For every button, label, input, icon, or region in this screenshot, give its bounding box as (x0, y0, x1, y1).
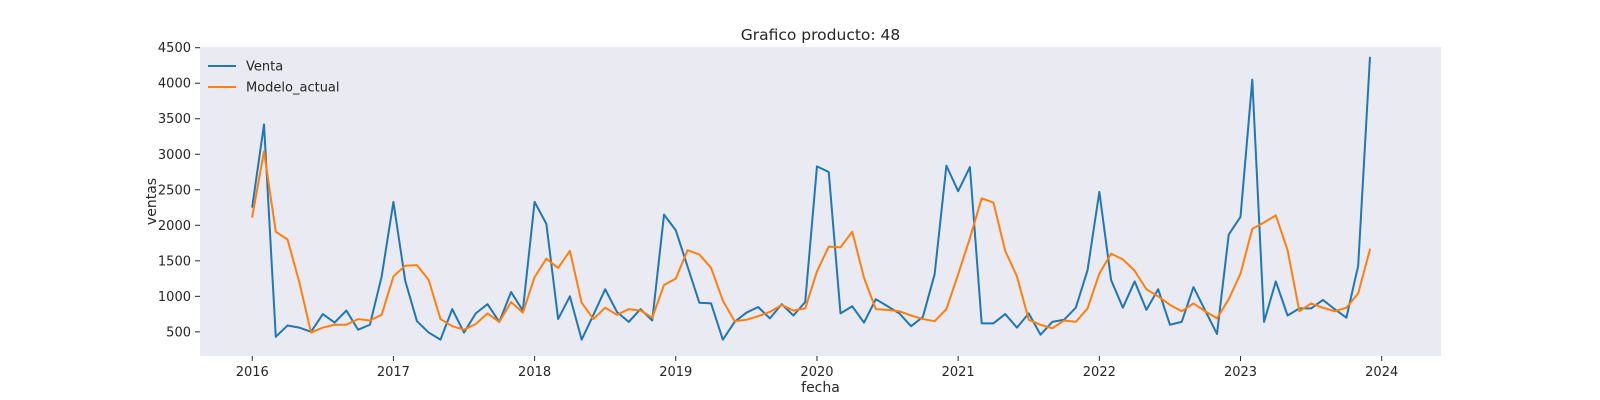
y-tick-label: 2500 (158, 183, 191, 198)
x-tick-label: 2019 (659, 365, 692, 380)
legend-label: Venta (246, 60, 283, 75)
y-tick-label: 2000 (158, 219, 191, 234)
x-tick-label: 2022 (1083, 365, 1116, 380)
y-tick-label: 4500 (158, 41, 191, 56)
x-tick-label: 2023 (1224, 365, 1257, 380)
x-tick-label: 2020 (800, 365, 833, 380)
legend: Venta Modelo_actual (208, 60, 340, 96)
x-axis-ticks: 2016 2017 2018 2019 2020 2021 2022 2023 2024 (236, 356, 1398, 380)
series-line-venta (251, 56, 1371, 341)
x-tick-label: 2018 (518, 365, 551, 380)
y-tick-label: 3000 (158, 148, 191, 163)
y-tick-label: 1000 (158, 290, 191, 305)
x-tick-label: 2017 (377, 365, 410, 380)
y-tick-label: 500 (166, 325, 191, 340)
y-tick-label: 4000 (158, 77, 191, 92)
x-tick-label: 2024 (1365, 365, 1398, 380)
y-tick-label: 3500 (158, 112, 191, 127)
x-tick-label: 2021 (942, 365, 975, 380)
y-axis-ticks: 500 1000 1500 2000 2500 3000 3500 4000 4500 (158, 41, 200, 340)
plot-area (200, 47, 1441, 356)
legend-label: Modelo_actual (246, 81, 340, 96)
y-tick-label: 1500 (158, 254, 191, 269)
x-axis-label: fecha (801, 380, 840, 396)
series-lines (251, 56, 1371, 341)
chart-title: Grafico producto: 48 (741, 26, 901, 44)
series-line-modelo-actual (251, 150, 1371, 334)
x-tick-label: 2016 (236, 365, 269, 380)
y-axis-label: ventas (144, 178, 160, 225)
